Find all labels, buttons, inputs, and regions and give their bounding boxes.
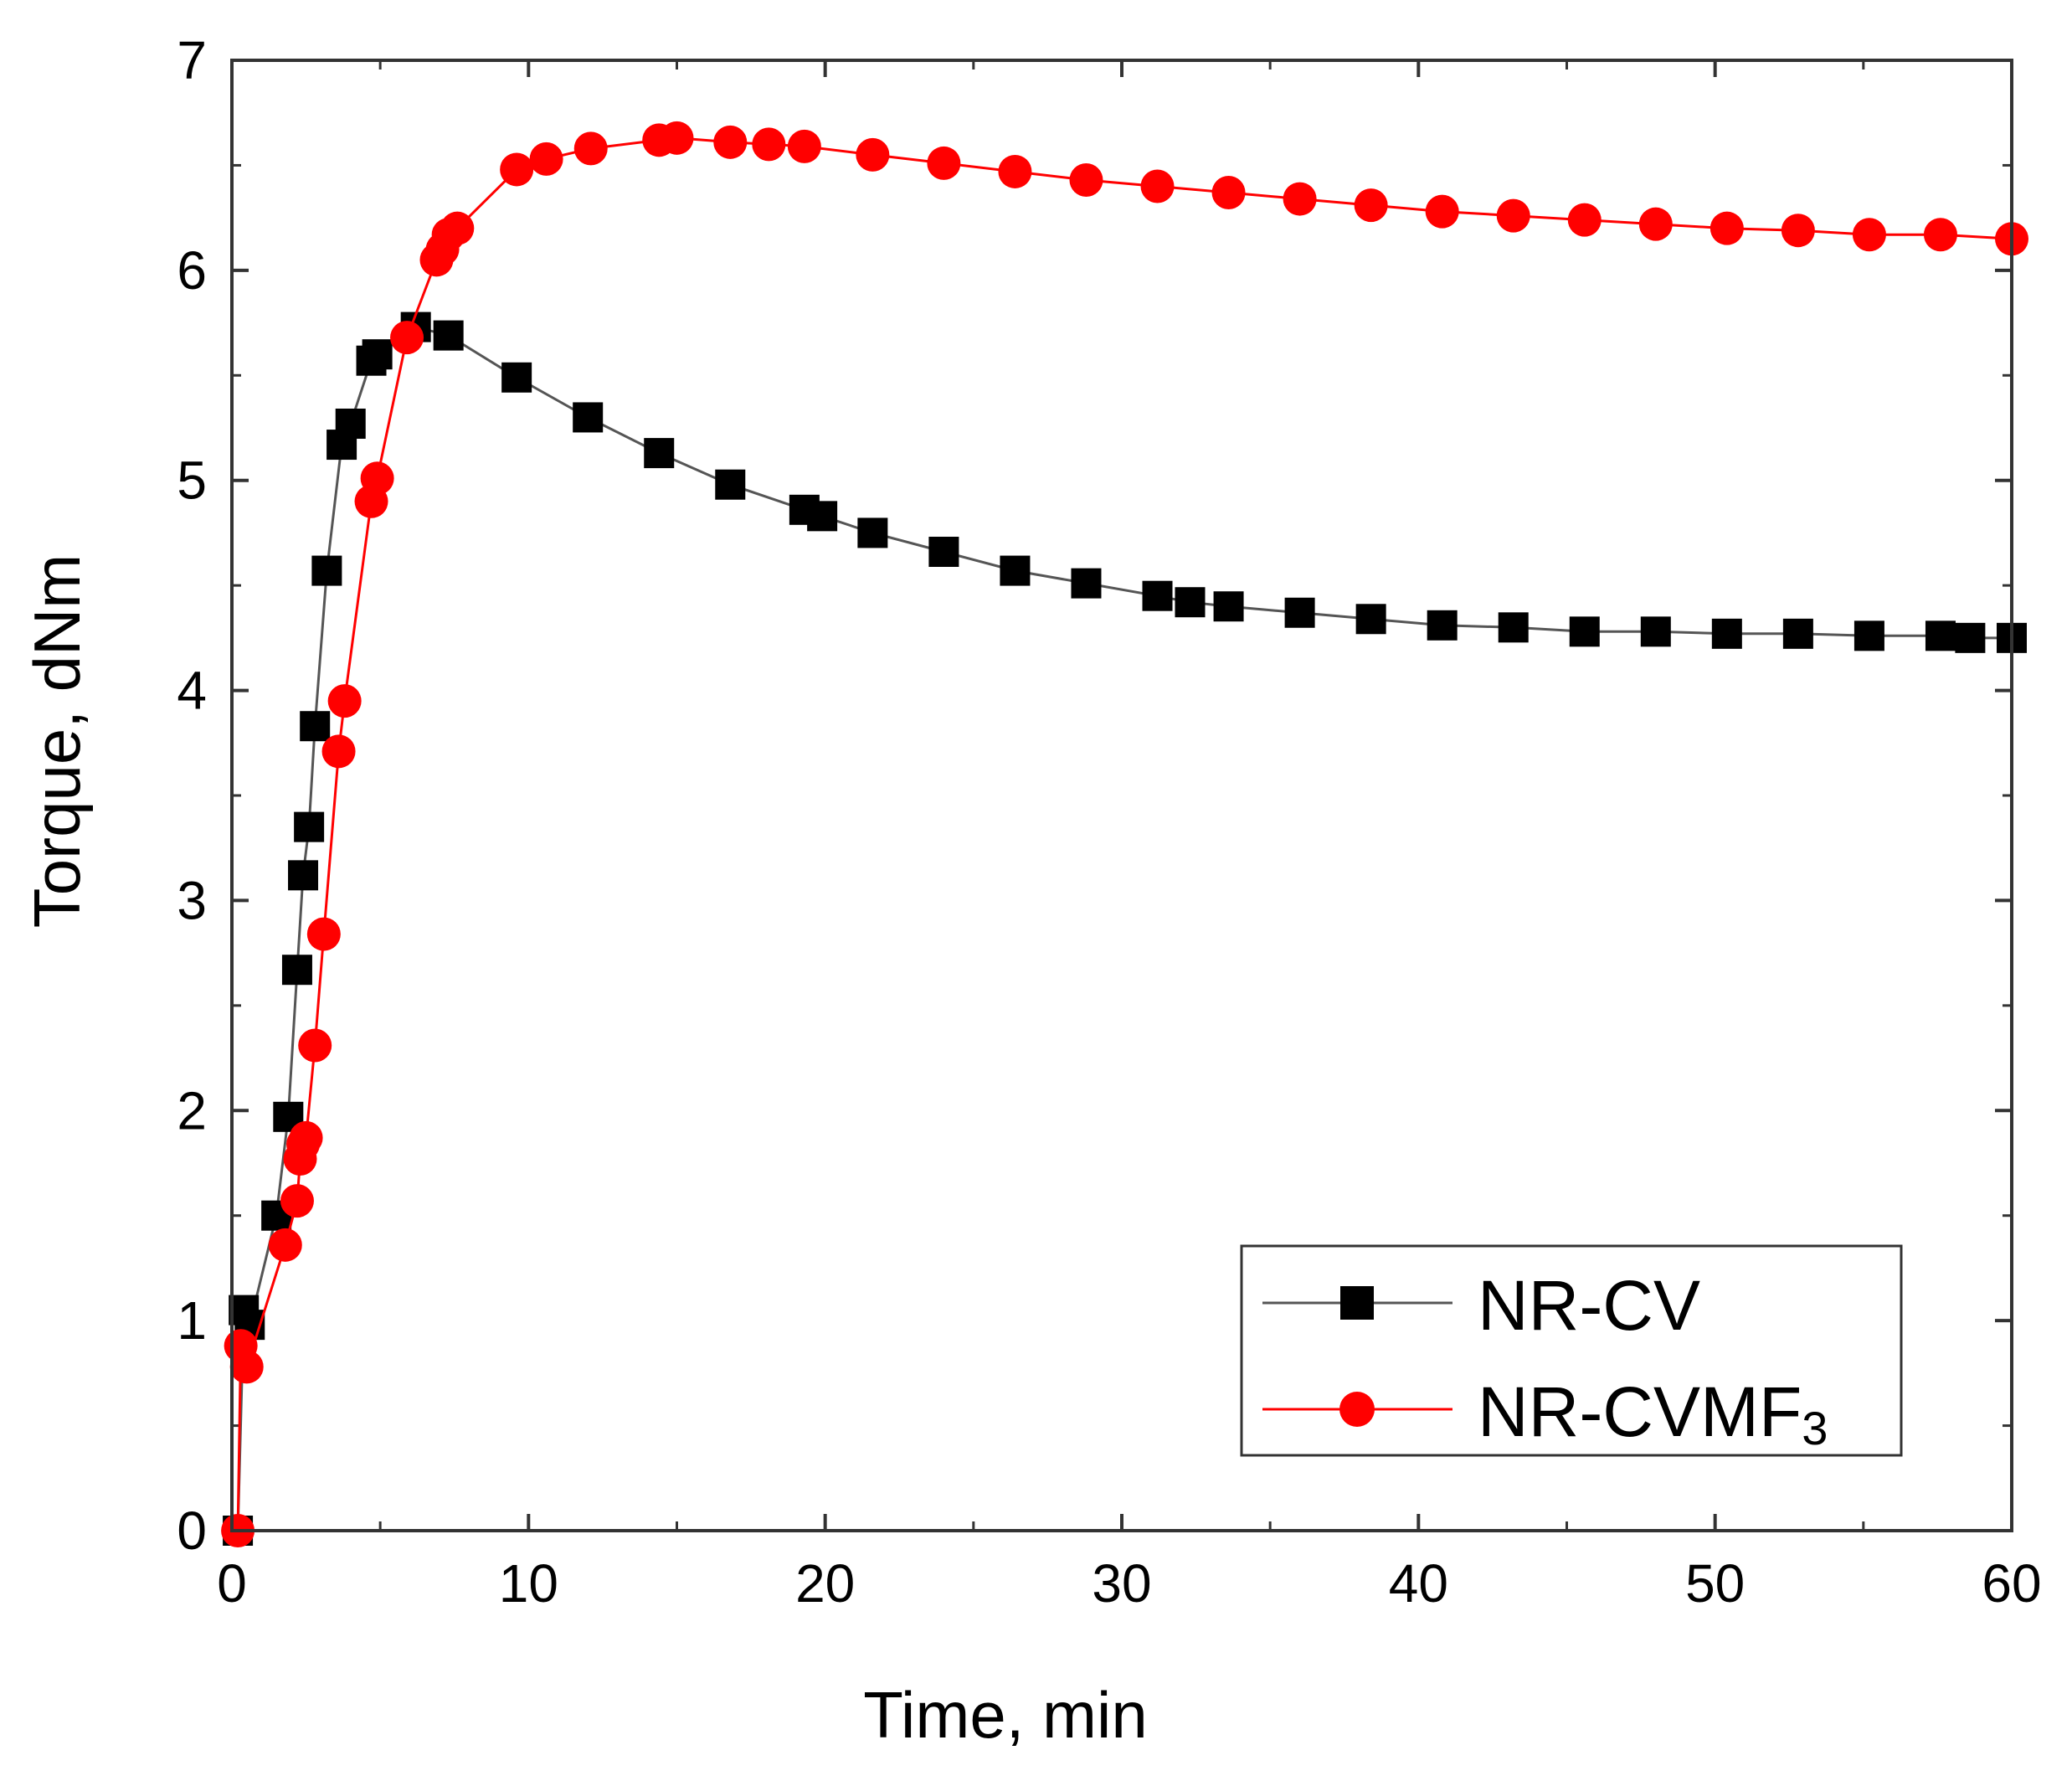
data-point <box>1781 214 1815 248</box>
data-point <box>856 137 890 172</box>
data-point <box>288 860 319 891</box>
data-series <box>221 121 2028 1547</box>
data-point <box>1640 616 1671 647</box>
legend-marker-nr-cv <box>1340 1286 1374 1320</box>
legend-label-nr-cvmf3-main: NR-CVMF <box>1478 1372 1802 1451</box>
data-point <box>787 129 821 163</box>
data-point <box>1569 616 1600 647</box>
data-point <box>715 469 746 500</box>
data-point <box>360 461 394 496</box>
x-axis-title: Time, min <box>863 1678 1147 1752</box>
data-point <box>1142 580 1173 611</box>
data-point <box>928 537 959 568</box>
data-point <box>1955 622 1986 653</box>
data-point <box>529 142 563 176</box>
data-point <box>229 1350 264 1384</box>
data-point <box>1071 568 1102 599</box>
axis-ticks: 0 10 20 30 40 50 60 0 1 2 3 4 5 6 7 <box>177 30 2041 1614</box>
data-point <box>998 154 1032 188</box>
x-tick-label: 0 <box>217 1553 247 1614</box>
data-point <box>440 211 475 245</box>
y-tick-label: 1 <box>177 1290 207 1351</box>
data-point <box>1498 612 1529 643</box>
y-tick-label: 3 <box>177 870 207 930</box>
data-point <box>660 121 694 155</box>
data-point <box>281 955 312 986</box>
data-point <box>1283 182 1317 216</box>
data-point <box>1782 618 1813 649</box>
data-point <box>1427 610 1458 641</box>
data-point <box>327 684 362 718</box>
data-point <box>298 1028 332 1063</box>
data-point <box>1284 597 1315 628</box>
data-point <box>306 917 341 951</box>
legend-marker-nr-cvmf3 <box>1339 1392 1375 1427</box>
data-point <box>644 438 675 469</box>
data-point <box>362 339 393 370</box>
data-point <box>1638 207 1673 241</box>
data-point <box>335 408 366 439</box>
y-tick-label: 0 <box>177 1501 207 1561</box>
data-point <box>752 127 786 162</box>
data-point <box>1355 604 1386 635</box>
data-point <box>1853 620 1884 651</box>
x-tick-label: 20 <box>795 1553 855 1614</box>
data-point <box>1213 591 1244 622</box>
x-tick-label: 30 <box>1092 1553 1151 1614</box>
data-point <box>1925 620 1956 651</box>
data-point <box>433 320 464 351</box>
legend-label-nr-cvmf3-subscript: 3 <box>1802 1402 1828 1454</box>
data-point <box>1140 169 1175 203</box>
y-axis-title: Torque, dNm <box>20 554 94 929</box>
data-point <box>280 1184 314 1218</box>
data-point <box>1211 176 1246 210</box>
y-tick-label: 5 <box>177 450 207 511</box>
x-tick-label: 60 <box>1982 1553 2041 1614</box>
data-point <box>321 734 356 769</box>
y-tick-label: 4 <box>177 661 207 721</box>
data-point <box>857 517 888 548</box>
y-tick-label: 7 <box>177 30 207 90</box>
legend: NR-CV NR-CVMF3 <box>1240 1244 1903 1457</box>
legend-label-nr-cv: NR-CV <box>1478 1266 1700 1345</box>
y-tick-label: 2 <box>177 1080 207 1140</box>
data-point <box>1852 218 1886 252</box>
data-point <box>927 146 961 180</box>
data-point <box>294 811 325 842</box>
data-point <box>573 402 604 433</box>
data-point <box>1923 218 1957 252</box>
x-tick-label: 50 <box>1685 1553 1745 1614</box>
data-point <box>501 362 532 393</box>
data-point <box>1175 587 1206 618</box>
data-point <box>500 152 534 187</box>
x-tick-label: 40 <box>1389 1553 1448 1614</box>
data-point <box>573 131 608 166</box>
legend-label-nr-cvmf3: NR-CVMF3 <box>1478 1372 1828 1454</box>
data-point <box>300 711 331 742</box>
data-point <box>1711 618 1742 649</box>
data-point <box>1710 211 1744 245</box>
data-point <box>807 501 838 532</box>
plot-frame <box>230 59 2013 1532</box>
data-point <box>1567 203 1602 237</box>
data-point <box>1069 162 1103 197</box>
series-nr-cvmf3 <box>221 121 2028 1547</box>
data-point <box>1496 198 1530 233</box>
data-point <box>311 555 342 586</box>
data-point <box>1000 555 1031 586</box>
data-point <box>289 1120 323 1155</box>
data-point <box>1425 194 1459 229</box>
data-point <box>713 125 748 159</box>
data-point <box>1354 188 1388 223</box>
x-tick-label: 10 <box>499 1553 558 1614</box>
data-point <box>390 321 424 355</box>
y-tick-label: 6 <box>177 240 207 301</box>
data-point <box>268 1228 302 1262</box>
